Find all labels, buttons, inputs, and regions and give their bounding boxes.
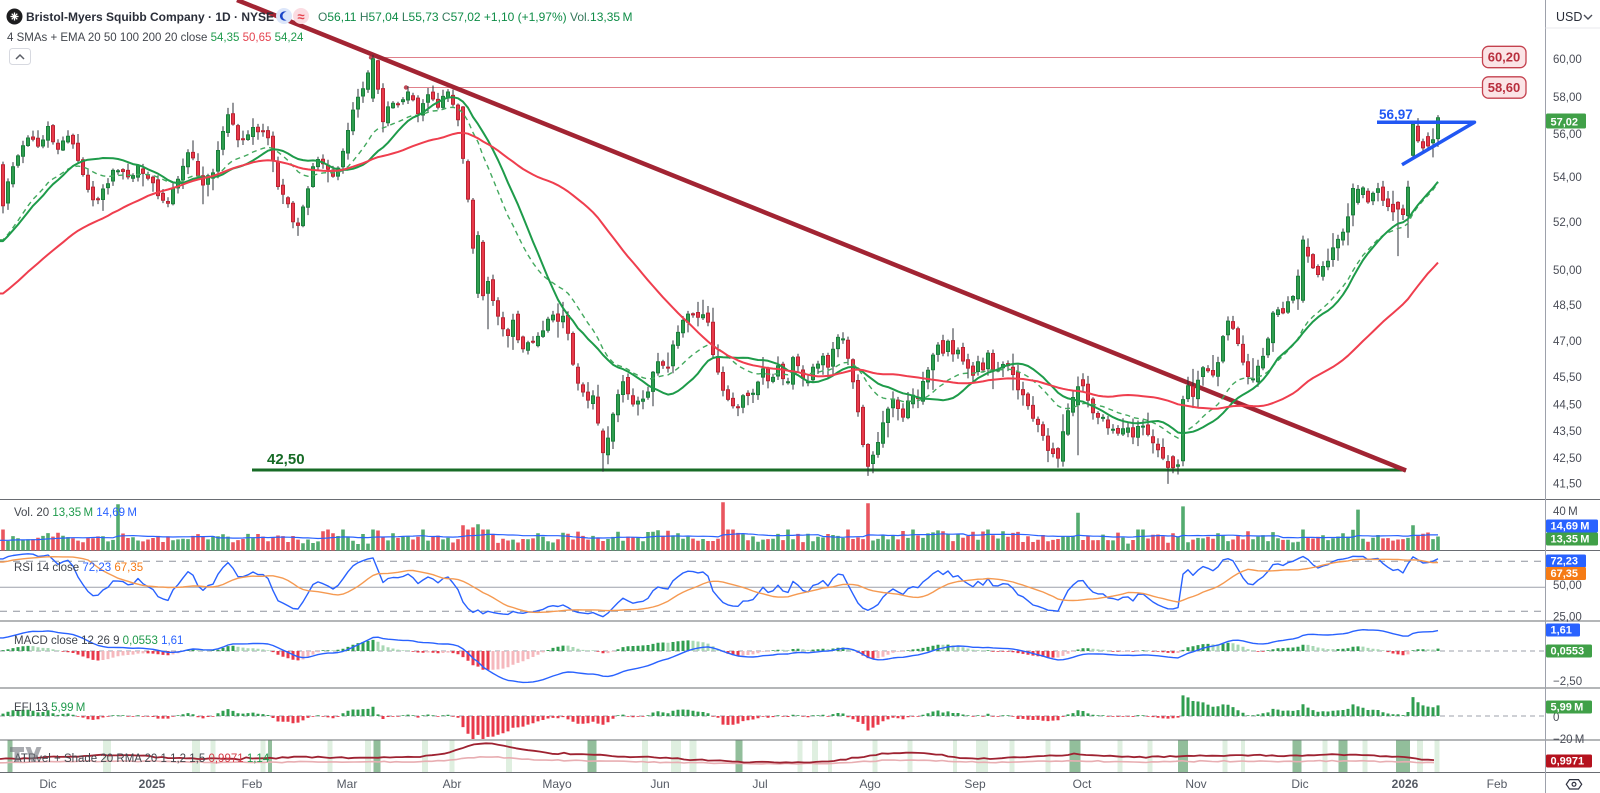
svg-text:43,50: 43,50 bbox=[1553, 426, 1582, 438]
svg-text:48,50: 48,50 bbox=[1553, 300, 1582, 312]
svg-text:0: 0 bbox=[1553, 712, 1559, 724]
svg-text:Nov: Nov bbox=[1185, 777, 1206, 791]
svg-text:60,00: 60,00 bbox=[1553, 54, 1582, 66]
svg-text:Oct: Oct bbox=[1073, 777, 1092, 791]
svg-text:RSI 14 close 72,23 67,35: RSI 14 close 72,23 67,35 bbox=[14, 562, 143, 574]
svg-text:42,50: 42,50 bbox=[267, 451, 305, 468]
svg-text:≈: ≈ bbox=[297, 9, 304, 24]
svg-text:Dic: Dic bbox=[1291, 777, 1308, 791]
svg-text:0,9971: 0,9971 bbox=[1551, 756, 1585, 768]
svg-text:Sep: Sep bbox=[964, 777, 986, 791]
svg-text:Mayo: Mayo bbox=[542, 777, 572, 791]
svg-text:Jun: Jun bbox=[650, 777, 669, 791]
svg-text:Abr: Abr bbox=[443, 777, 462, 791]
svg-text:42,50: 42,50 bbox=[1553, 453, 1582, 465]
svg-text:58,60: 58,60 bbox=[1488, 80, 1521, 95]
svg-text:Mar: Mar bbox=[337, 777, 358, 791]
svg-text:−20 M: −20 M bbox=[1553, 734, 1584, 746]
svg-text:57,02: 57,02 bbox=[1551, 117, 1579, 129]
svg-text:O56,11 H57,04 L55,73 C57,02 +1: O56,11 H57,04 L55,73 C57,02 +1,10 (+1,97… bbox=[318, 10, 632, 24]
svg-text:67,35: 67,35 bbox=[1551, 568, 1579, 580]
svg-text:2026: 2026 bbox=[1392, 777, 1419, 791]
svg-text:14,69 M: 14,69 M bbox=[1551, 521, 1590, 533]
svg-text:2025: 2025 bbox=[139, 777, 166, 791]
svg-text:56,00: 56,00 bbox=[1553, 129, 1582, 141]
svg-text:52,00: 52,00 bbox=[1553, 217, 1582, 229]
svg-text:58,00: 58,00 bbox=[1553, 92, 1582, 104]
svg-text:USD: USD bbox=[1556, 10, 1582, 24]
svg-text:Vol. 20 13,35 M 14,69 M: Vol. 20 13,35 M 14,69 M bbox=[14, 507, 137, 519]
svg-text:Feb: Feb bbox=[242, 777, 263, 791]
svg-text:EFI 13 5,99 M: EFI 13 5,99 M bbox=[14, 702, 85, 714]
svg-text:ATRvel + Shade 20 RMA 20 1 1,2: ATRvel + Shade 20 RMA 20 1 1,2 1,5 0,997… bbox=[14, 753, 270, 765]
svg-text:MACD close 12 26 9 0,0553 1,61: MACD close 12 26 9 0,0553 1,61 bbox=[14, 635, 183, 647]
svg-text:Feb: Feb bbox=[1487, 777, 1508, 791]
svg-text:4 SMAs + EMA 20 50 100 200 20: 4 SMAs + EMA 20 50 100 200 20 close 54,3… bbox=[7, 32, 304, 44]
svg-text:Ago: Ago bbox=[859, 777, 881, 791]
svg-text:Jul: Jul bbox=[752, 777, 767, 791]
svg-text:−2,50: −2,50 bbox=[1553, 676, 1582, 688]
svg-text:41,50: 41,50 bbox=[1553, 479, 1582, 491]
svg-text:72,23: 72,23 bbox=[1551, 556, 1579, 568]
svg-text:0,0553: 0,0553 bbox=[1551, 646, 1585, 658]
svg-text:60,20: 60,20 bbox=[1488, 50, 1521, 65]
svg-text:45,50: 45,50 bbox=[1553, 372, 1582, 384]
svg-text:1,61: 1,61 bbox=[1551, 625, 1572, 637]
svg-text:44,50: 44,50 bbox=[1553, 400, 1582, 412]
svg-text:Dic: Dic bbox=[39, 777, 56, 791]
svg-text:47,00: 47,00 bbox=[1553, 336, 1582, 348]
svg-text:25,00: 25,00 bbox=[1553, 612, 1582, 624]
svg-text:40 M: 40 M bbox=[1553, 506, 1578, 518]
svg-text:13,35 M: 13,35 M bbox=[1551, 534, 1590, 546]
svg-text:56,97: 56,97 bbox=[1379, 107, 1413, 122]
svg-text:5,99 M: 5,99 M bbox=[1551, 702, 1584, 714]
svg-text:50,00: 50,00 bbox=[1553, 265, 1582, 277]
svg-text:50,00: 50,00 bbox=[1553, 580, 1582, 592]
svg-text:Bristol-Myers Squibb Company ·: Bristol-Myers Squibb Company · 1D · NYSE bbox=[26, 10, 274, 24]
svg-text:54,00: 54,00 bbox=[1553, 172, 1582, 184]
